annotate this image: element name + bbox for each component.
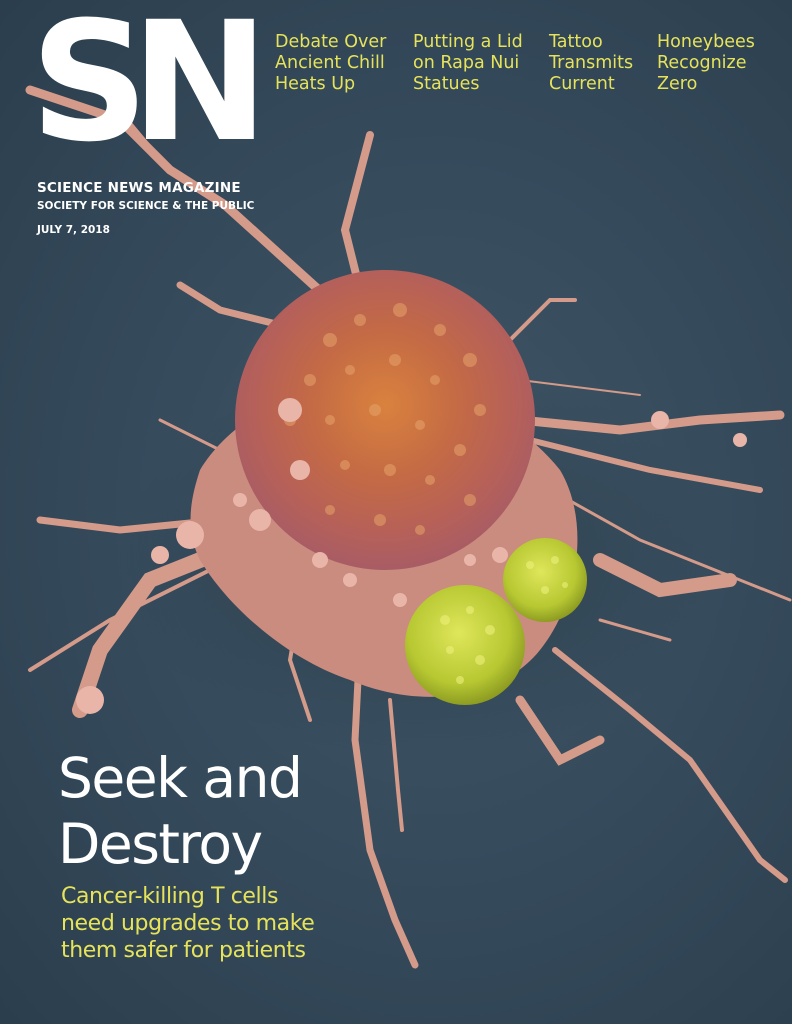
- t-cell-large: [405, 585, 525, 705]
- teaser-line: on Rapa Nui: [413, 53, 520, 73]
- teaser-line: Tattoo: [549, 32, 603, 52]
- teaser-tattoo: Tattoo Transmits Current: [549, 32, 633, 95]
- cover-headline: Seek and Destroy: [58, 745, 303, 877]
- t-cell-small: [503, 538, 587, 622]
- headline-line: Destroy: [58, 812, 263, 876]
- teaser-line: Transmits: [549, 53, 634, 73]
- subhead-line: them safer for patients: [61, 938, 306, 963]
- teaser-line: Honeybees: [657, 32, 755, 52]
- tumor-cell-blebs: [76, 398, 747, 714]
- cell-filaments: [25, 57, 792, 969]
- teaser-line: Current: [549, 74, 615, 94]
- teaser-line: Heats Up: [275, 74, 356, 94]
- teaser-line: Zero: [657, 74, 698, 94]
- tumor-cell-body: [235, 270, 535, 570]
- t-cell-texture: [440, 556, 568, 684]
- teaser-line: Ancient Chill: [275, 53, 385, 73]
- issue-date: JULY 7, 2018: [37, 224, 110, 236]
- headline-line: Seek and: [58, 746, 303, 810]
- subhead-line: need upgrades to make: [61, 911, 315, 936]
- teaser-rapa-nui: Putting a Lid on Rapa Nui Statues: [413, 32, 523, 95]
- teaser-line: Statues: [413, 74, 480, 94]
- teaser-honeybees: Honeybees Recognize Zero: [657, 32, 755, 95]
- masthead-publisher: SOCIETY FOR SCIENCE & THE PUBLIC: [37, 200, 255, 212]
- cover-subhead: Cancer-killing T cells need upgrades to …: [61, 883, 315, 964]
- masthead-logo: SN: [30, 0, 269, 178]
- masthead-name: SCIENCE NEWS MAGAZINE: [37, 180, 241, 196]
- subhead-line: Cancer-killing T cells: [61, 884, 279, 909]
- teaser-line: Putting a Lid: [413, 32, 523, 52]
- teaser-line: Recognize: [657, 53, 747, 73]
- teaser-line: Debate Over: [275, 32, 387, 52]
- teaser-ancient-chill: Debate Over Ancient Chill Heats Up: [275, 32, 386, 95]
